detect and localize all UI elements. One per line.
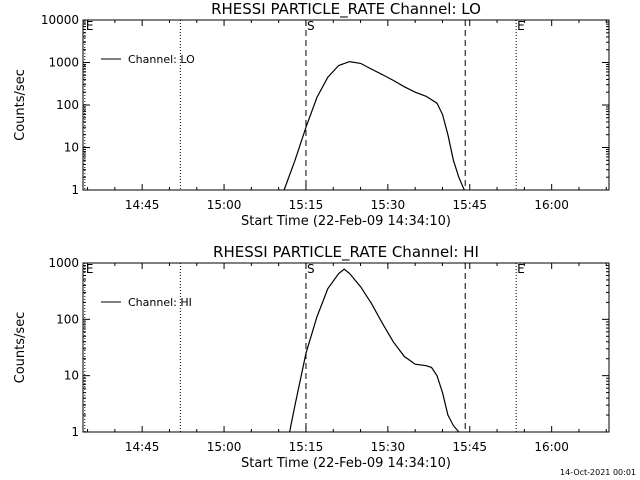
chart2-y-axis-label: Counts/sec: [13, 312, 28, 384]
chart2-series-line: [289, 268, 460, 433]
chart1-event-marker-label: E: [517, 19, 525, 33]
chart1-group: RHESSI PARTICLE_RATE Channel: LO Start Ti…: [13, 0, 610, 229]
chart2-event-marker-label: E: [86, 262, 94, 276]
chart1-y-axis-label: Counts/sec: [13, 69, 28, 141]
chart2-x-tick-label: 15:15: [289, 440, 324, 454]
chart2-y-tick-label: 10: [64, 369, 79, 383]
chart2-x-tick-label: 15:30: [371, 440, 406, 454]
chart2-y-tick-label: 1: [71, 425, 79, 439]
chart2-x-tick-label: 15:00: [207, 440, 242, 454]
chart1-x-tick-label: 14:45: [125, 198, 160, 212]
chart1-x-tick-label: 15:30: [371, 198, 406, 212]
chart1-y-tick-label: 10000: [41, 13, 79, 27]
chart1-x-tick-label: 15:00: [207, 198, 242, 212]
chart2-event-marker-label: S: [307, 262, 315, 276]
footer-timestamp: 14-Oct-2021 00:01: [560, 468, 636, 477]
chart2-title: RHESSI PARTICLE_RATE Channel: HI: [213, 243, 479, 262]
chart1-x-axis-label: Start Time (22-Feb-09 14:34:10): [241, 214, 451, 229]
chart1-y-tick-label: 100: [56, 98, 79, 112]
chart2-y-tick-label: 100: [56, 312, 79, 326]
chart1-title: RHESSI PARTICLE_RATE Channel: LO: [211, 0, 481, 19]
chart1-legend-label: Channel: LO: [128, 53, 195, 66]
chart2-x-tick-label: 15:45: [452, 440, 487, 454]
chart1-series-line: [283, 60, 465, 191]
chart2-x-tick-label: 14:45: [125, 440, 160, 454]
chart2-y-tick-label: 1000: [48, 256, 79, 270]
chart1-event-marker-label: E: [86, 19, 94, 33]
chart1-y-tick-label: 1: [71, 183, 79, 197]
chart1-event-marker-label: S: [307, 19, 315, 33]
chart2-group: RHESSI PARTICLE_RATE Channel: HI Start Ti…: [13, 243, 610, 471]
chart1-y-tick-label: 1000: [48, 56, 79, 70]
chart2-x-tick-label: 16:00: [534, 440, 569, 454]
chart1-plot-frame: [82, 19, 610, 191]
chart1-x-tick-label: 15:45: [452, 198, 487, 212]
chart1-x-tick-label: 15:15: [289, 198, 324, 212]
chart1-y-tick-label: 10: [64, 141, 79, 155]
chart2-plot-frame: [82, 262, 610, 433]
chart2-event-marker-label: E: [517, 262, 525, 276]
chart1-x-tick-label: 16:00: [534, 198, 569, 212]
chart2-x-axis-label: Start Time (22-Feb-09 14:34:10): [241, 456, 451, 471]
chart2-legend-label: Channel: HI: [128, 296, 192, 309]
